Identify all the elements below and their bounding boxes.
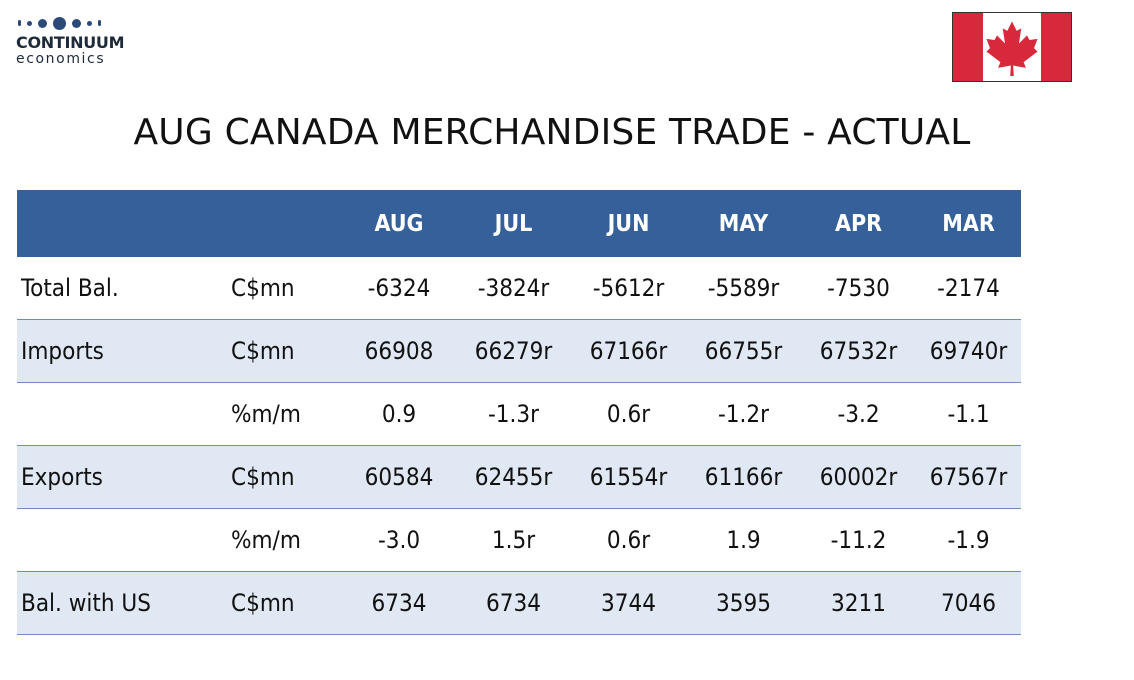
- cell-value: 0.6r: [571, 382, 686, 446]
- row-unit: C$mn: [227, 257, 342, 320]
- header-aug: AUG: [342, 190, 456, 257]
- cell-value: 66279r: [456, 319, 571, 383]
- row-unit: C$mn: [227, 445, 342, 509]
- cell-value: -7530: [801, 257, 916, 320]
- cell-value: 67567r: [916, 445, 1021, 509]
- cell-value: 3744: [571, 571, 686, 635]
- logo-brand-top: CONTINUUM: [16, 33, 125, 52]
- cell-value: 66908: [342, 319, 456, 383]
- dots-logo-icon: [16, 14, 136, 32]
- cell-value: -1.1: [916, 382, 1021, 446]
- row-label: [17, 508, 227, 572]
- cell-value: -1.2r: [686, 382, 801, 446]
- header-jul: JUL: [456, 190, 571, 257]
- cell-value: 61166r: [686, 445, 801, 509]
- header-jun: JUN: [571, 190, 686, 257]
- row-label: [17, 382, 227, 446]
- row-label: Bal. with US: [17, 571, 227, 635]
- logo-brand-bottom: economics: [16, 51, 106, 67]
- row-unit: C$mn: [227, 571, 342, 635]
- cell-value: 3211: [801, 571, 916, 635]
- cell-value: 61554r: [571, 445, 686, 509]
- cell-value: -2174: [916, 257, 1021, 320]
- cell-value: -11.2: [801, 508, 916, 572]
- table-row: Total Bal. C$mn -6324 -3824r -5612r -558…: [17, 257, 1021, 320]
- cell-value: -5612r: [571, 257, 686, 320]
- header-mar: MAR: [916, 190, 1021, 257]
- cell-value: -3.0: [342, 508, 456, 572]
- table-row: %m/m -3.0 1.5r 0.6r 1.9 -11.2 -1.9: [17, 508, 1021, 572]
- cell-value: -1.3r: [456, 382, 571, 446]
- trade-table: AUG JUL JUN MAY APR MAR Total Bal. C$mn …: [17, 190, 1021, 635]
- header-apr: APR: [801, 190, 916, 257]
- cell-value: 1.5r: [456, 508, 571, 572]
- row-unit: %m/m: [227, 382, 342, 446]
- page-title: AUG CANADA MERCHANDISE TRADE - ACTUAL: [133, 112, 971, 153]
- cell-value: 67532r: [801, 319, 916, 383]
- table-row: Bal. with US C$mn 6734 6734 3744 3595 32…: [17, 571, 1021, 635]
- cell-value: 6734: [342, 571, 456, 635]
- cell-value: 66755r: [686, 319, 801, 383]
- table-header-row: AUG JUL JUN MAY APR MAR: [17, 190, 1021, 257]
- cell-value: 62455r: [456, 445, 571, 509]
- cell-value: 60002r: [801, 445, 916, 509]
- header-may: MAY: [686, 190, 801, 257]
- cell-value: 1.9: [686, 508, 801, 572]
- cell-value: 69740r: [916, 319, 1021, 383]
- row-unit: %m/m: [227, 508, 342, 572]
- company-logo: CONTINUUM economics: [16, 14, 136, 67]
- table-row: %m/m 0.9 -1.3r 0.6r -1.2r -3.2 -1.1: [17, 382, 1021, 446]
- cell-value: 67166r: [571, 319, 686, 383]
- cell-value: -3.2: [801, 382, 916, 446]
- row-label: Total Bal.: [17, 257, 227, 320]
- header-label: [17, 190, 227, 257]
- cell-value: 60584: [342, 445, 456, 509]
- row-label: Exports: [17, 445, 227, 509]
- canada-flag-icon: [952, 12, 1072, 82]
- maple-leaf-icon: [986, 21, 1038, 76]
- cell-value: -6324: [342, 257, 456, 320]
- table-row: Exports C$mn 60584 62455r 61554r 61166r …: [17, 445, 1021, 509]
- table-row: Imports C$mn 66908 66279r 67166r 66755r …: [17, 319, 1021, 383]
- cell-value: 3595: [686, 571, 801, 635]
- cell-value: -5589r: [686, 257, 801, 320]
- row-unit: C$mn: [227, 319, 342, 383]
- cell-value: 0.9: [342, 382, 456, 446]
- row-label: Imports: [17, 319, 227, 383]
- cell-value: 0.6r: [571, 508, 686, 572]
- cell-value: -1.9: [916, 508, 1021, 572]
- cell-value: 6734: [456, 571, 571, 635]
- cell-value: -3824r: [456, 257, 571, 320]
- cell-value: 7046: [916, 571, 1021, 635]
- header-unit: [227, 190, 342, 257]
